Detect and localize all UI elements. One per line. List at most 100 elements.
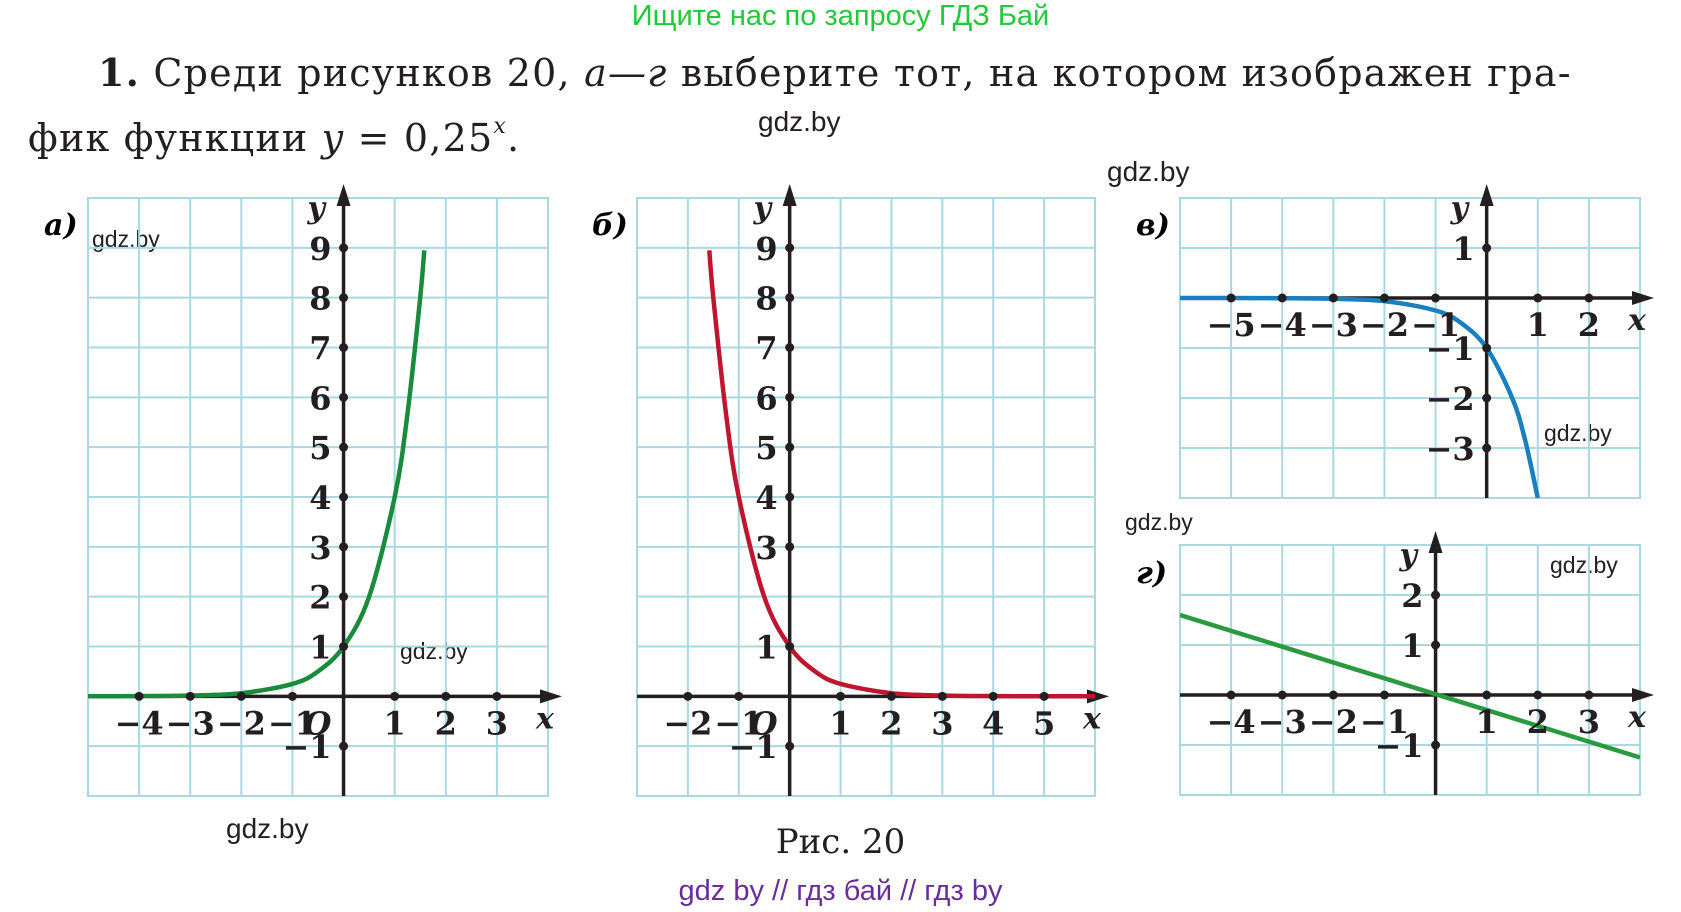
y-tick-label: 2 (309, 579, 331, 617)
x-tick-label: −3 (1309, 306, 1358, 344)
x-axis-name: x (535, 701, 555, 736)
origin-label: O (304, 704, 332, 742)
x-tick-dot (185, 691, 195, 701)
x-tick-label: 1 (829, 704, 851, 742)
x-tick-label: −2 (1309, 703, 1358, 741)
x-tick-dot (1226, 690, 1236, 700)
y-axis-arrow (336, 184, 351, 206)
x-tick-dot (1226, 293, 1236, 303)
y-tick-dot (339, 392, 349, 402)
x-axis-arrow (540, 689, 562, 704)
x-tick-dot (236, 691, 246, 701)
x-tick-dot (988, 691, 998, 701)
y-tick-dot (785, 293, 795, 303)
task-text-1: Среди рисунков 20, (153, 51, 571, 95)
task-number: 1. (98, 50, 141, 95)
formula-exp: x (493, 114, 507, 139)
x-tick-label: −5 (1207, 306, 1256, 344)
y-tick-label: 6 (309, 379, 331, 417)
y-tick-label: 8 (309, 280, 331, 318)
x-tick-label: −4 (1207, 703, 1256, 741)
y-axis-arrow (1428, 531, 1443, 553)
y-tick-dot (1482, 393, 1492, 403)
origin-label: O (750, 704, 778, 742)
grid-border (1179, 544, 1641, 796)
y-axis-name: y (1399, 538, 1420, 573)
y-tick-label: 5 (755, 429, 777, 467)
panel-a-letter: а) (44, 208, 78, 243)
x-tick-label: −1 (1411, 306, 1460, 344)
x-tick-dot (1379, 690, 1389, 700)
grid-border (1179, 197, 1641, 499)
x-tick-dot (937, 691, 947, 701)
x-tick-label: −1 (1360, 703, 1409, 741)
x-tick-label: −2 (217, 704, 266, 742)
x-tick-label: 3 (931, 704, 953, 742)
y-tick-dot (339, 592, 349, 602)
y-tick-label: 1 (1452, 230, 1474, 268)
y-tick-label: 3 (755, 529, 777, 567)
x-tick-label: −4 (1258, 306, 1307, 344)
grid-border (636, 197, 1096, 797)
y-tick-label: 2 (1401, 577, 1423, 615)
x-tick-dot (1379, 293, 1389, 303)
x-tick-dot (886, 691, 896, 701)
x-tick-dot (1584, 293, 1594, 303)
y-tick-dot (339, 293, 349, 303)
y-tick-label: 1 (1401, 627, 1423, 665)
x-tick-dot (1482, 690, 1492, 700)
x-tick-label: −4 (115, 704, 164, 742)
x-tick-label: −2 (663, 704, 712, 742)
watermark-panel-a-mid: gdz.by (400, 638, 468, 664)
x-tick-label: 2 (435, 704, 457, 742)
footer-links[interactable]: gdz by // гдз бай // гдз by (678, 875, 1003, 907)
task-range: а—г (584, 51, 668, 95)
task-text-3: фик функции (28, 116, 309, 160)
y-tick-dot (339, 542, 349, 552)
panel-d-axes (1180, 531, 1654, 795)
y-tick-label: 7 (755, 330, 777, 368)
x-tick-dot (1328, 293, 1338, 303)
watermark-bottom-left: gdz.by (226, 813, 309, 844)
x-tick-label: −2 (1360, 306, 1409, 344)
panel-c-chart: −5 −4 −3 −2 −1 1 21−1−2−3xy (1179, 184, 1654, 499)
y-tick-dot (1431, 640, 1441, 650)
y-tick-label: 1 (755, 629, 777, 667)
y-axis-name: y (1450, 191, 1471, 226)
x-tick-dot (1039, 691, 1049, 701)
watermark-panel-d: gdz.by (1550, 552, 1618, 578)
x-tick-label: 3 (486, 704, 508, 742)
y-tick-dot (339, 492, 349, 502)
y-tick-label: 4 (309, 479, 331, 517)
y-tick-label: 7 (309, 330, 331, 368)
x-tick-label: 1 (384, 704, 406, 742)
y-tick-dot (339, 243, 349, 253)
panel-d-chart: −4 −3 −2 −1 1 2 321−1xy (1179, 531, 1654, 796)
y-tick-dot (1482, 443, 1492, 453)
y-tick-label: −3 (1426, 430, 1475, 468)
x-tick-label: −3 (166, 704, 215, 742)
formula-eq: = 0,25 (357, 116, 494, 160)
watermark-between-c-d: gdz.by (1125, 509, 1193, 535)
x-tick-dot (390, 691, 400, 701)
x-tick-label: 1 (1527, 306, 1549, 344)
site-banner[interactable]: Ищите нас по запросу ГДЗ Бай (631, 0, 1050, 32)
x-tick-dot (441, 691, 451, 701)
y-tick-dot (785, 442, 795, 452)
x-tick-label: −1 (268, 704, 317, 742)
x-tick-dot (734, 691, 744, 701)
y-tick-dot (1482, 343, 1492, 353)
y-tick-dot (339, 642, 349, 651)
y-tick-label: −1 (1374, 727, 1423, 765)
x-tick-dot (1277, 690, 1287, 700)
y-tick-label: 8 (755, 280, 777, 318)
y-tick-dot (785, 492, 795, 502)
task-line-1: 1. Среди рисунков 20, а—г выберите тот, … (98, 46, 1572, 100)
x-tick-label: 1 (1476, 703, 1498, 741)
panel-c-letter: в) (1136, 208, 1170, 243)
x-tick-label: 5 (1033, 704, 1055, 742)
y-tick-dot (339, 741, 349, 751)
y-tick-dot (1482, 243, 1492, 253)
